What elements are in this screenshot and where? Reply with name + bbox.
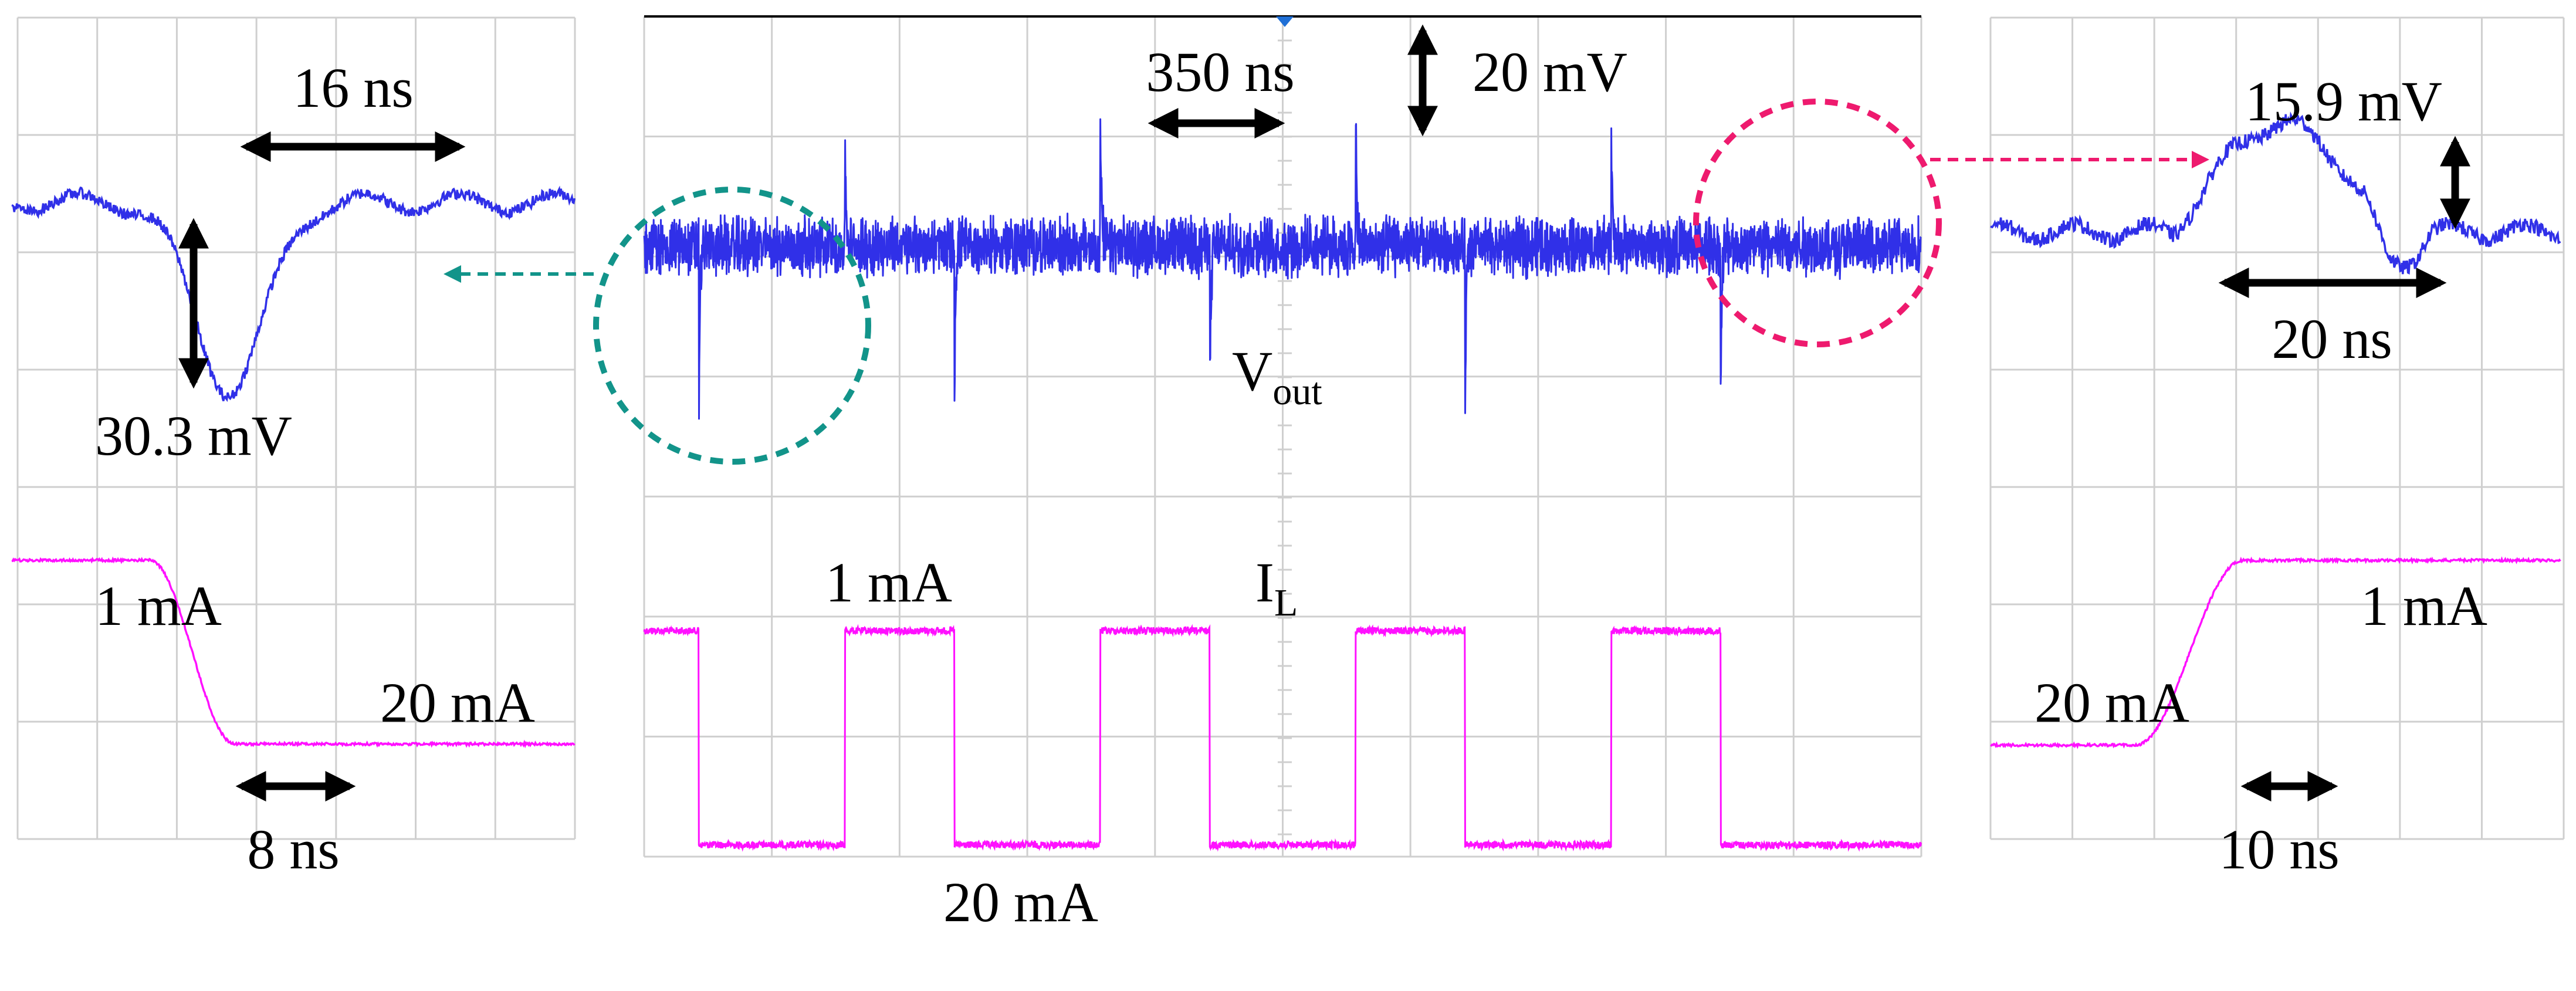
right-zoom-grid	[1989, 16, 2565, 840]
undershoot-highlight-circle	[593, 187, 871, 465]
il-label-main: I	[1255, 551, 1274, 614]
right-zoom-il-trace	[1990, 556, 2561, 749]
vout-label-sub: out	[1272, 370, 1322, 413]
left-width-label: 16 ns	[293, 56, 413, 119]
timebase-label: 350 ns	[1146, 40, 1294, 103]
trigger-marker-icon	[1276, 16, 1294, 27]
left-rise-label: 8 ns	[247, 818, 339, 881]
left-zoom-vout-trace	[11, 185, 576, 403]
il-label-sub: L	[1274, 581, 1298, 624]
left-zoom-il-trace	[11, 556, 576, 749]
vout-label: Vout	[1232, 340, 1322, 413]
main-il-low-label: 20 mA	[943, 871, 1098, 933]
right-il-start-label: 20 mA	[2035, 671, 2189, 734]
right-il-end-label: 1 mA	[2361, 574, 2487, 637]
left-depth-label: 30.3 mV	[95, 404, 292, 467]
measurement-arrows	[178, 24, 2470, 801]
main-vout-trace	[643, 118, 1922, 420]
right-fall-label: 10 ns	[2219, 818, 2339, 881]
il-label: IL	[1255, 551, 1298, 624]
right-zoom-vout-trace	[1990, 111, 2561, 275]
main-il-trace	[643, 624, 1922, 852]
main-il-high-label: 1 mA	[825, 551, 952, 614]
right-height-label: 15.9 mV	[2245, 70, 2442, 133]
vscale-label: 20 mV	[1473, 40, 1627, 103]
right-width-label: 20 ns	[2272, 307, 2392, 370]
overshoot-highlight-circle	[1693, 99, 1942, 347]
left-il-start-label: 1 mA	[95, 574, 222, 637]
vout-label-main: V	[1232, 340, 1272, 403]
left-il-end-label: 20 mA	[380, 671, 535, 734]
